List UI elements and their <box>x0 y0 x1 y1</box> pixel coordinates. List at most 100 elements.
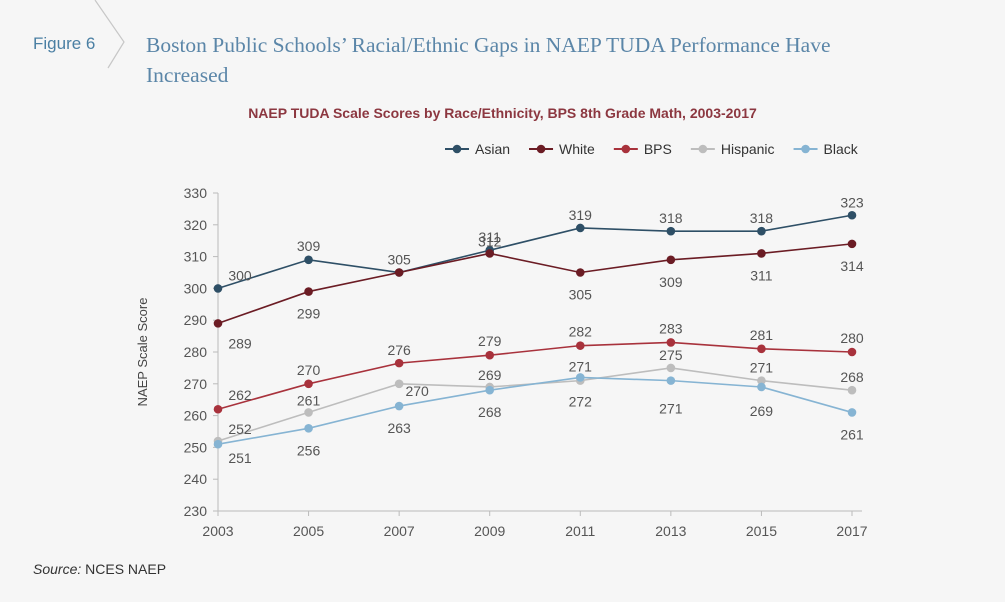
x-tick-label: 2013 <box>655 523 686 539</box>
data-point-black <box>666 376 676 385</box>
x-tick-label: 2003 <box>202 523 233 539</box>
figure-title: Boston Public Schools’ Racial/Ethnic Gap… <box>146 33 831 87</box>
data-label-white: 289 <box>228 335 252 351</box>
data-point-white <box>666 255 676 265</box>
data-point-hispanic <box>757 376 766 385</box>
data-label-black: 269 <box>750 403 774 419</box>
legend-entry-white: White <box>559 141 595 157</box>
data-label-black: 268 <box>478 404 502 420</box>
data-label-hispanic: 268 <box>840 369 864 385</box>
source-text: NCES NAEP <box>81 561 167 577</box>
data-point-bps <box>213 404 223 414</box>
y-tick-label: 260 <box>184 408 208 424</box>
data-point-white <box>575 268 585 277</box>
y-tick-label: 230 <box>184 503 208 519</box>
data-label-asian: 319 <box>569 207 593 223</box>
data-label-black: 256 <box>297 442 321 458</box>
data-label-bps: 283 <box>659 320 683 336</box>
data-label-black: 261 <box>840 426 864 442</box>
data-label-asian: 305 <box>387 252 411 268</box>
data-label-hispanic: 270 <box>405 383 429 399</box>
data-point-white <box>394 268 404 277</box>
data-point-hispanic <box>304 408 313 417</box>
data-label-black: 251 <box>228 450 252 466</box>
data-label-bps: 280 <box>840 330 864 346</box>
data-point-black <box>213 439 223 449</box>
series-line-black <box>217 376 853 446</box>
y-tick-label: 240 <box>184 471 208 487</box>
series-line-white <box>217 243 853 325</box>
data-point-black <box>757 382 766 392</box>
legend-swatch-marker <box>621 144 631 154</box>
data-label-bps: 262 <box>228 387 252 403</box>
legend-swatch-marker <box>698 144 708 154</box>
legend-entry-asian: Asian <box>475 141 510 157</box>
data-point-bps <box>485 350 495 360</box>
y-tick-label: 290 <box>184 312 208 328</box>
data-label-black: 272 <box>569 393 593 409</box>
data-point-bps <box>394 358 404 368</box>
y-tick-label: 270 <box>184 376 208 392</box>
data-point-bps <box>575 341 585 350</box>
y-tick-label: 300 <box>184 280 208 296</box>
data-label-asian: 318 <box>750 210 774 226</box>
data-label-hispanic: 271 <box>750 360 774 376</box>
data-label-bps: 276 <box>387 342 411 358</box>
y-tick-label: 330 <box>184 185 208 201</box>
data-point-asian <box>213 284 223 293</box>
data-label-asian: 309 <box>297 238 321 254</box>
source-note: Source: NCES NAEP <box>33 561 166 577</box>
data-label-white: 311 <box>750 267 773 283</box>
series-line-bps <box>217 341 853 411</box>
data-point-asian <box>847 210 857 220</box>
legend-entry-black: Black <box>824 141 859 157</box>
y-tick-label: 320 <box>184 217 208 233</box>
x-tick-label: 2009 <box>474 523 505 539</box>
legend-swatch-marker <box>801 144 810 154</box>
data-point-bps <box>757 344 766 354</box>
data-label-hispanic: 252 <box>228 421 252 437</box>
data-label-white: 312 <box>478 233 502 249</box>
data-point-black <box>847 408 857 417</box>
data-point-bps <box>304 379 313 389</box>
data-label-hispanic: 269 <box>478 367 502 383</box>
data-point-white <box>485 249 495 258</box>
data-label-bps: 270 <box>297 362 321 378</box>
data-label-bps: 282 <box>569 324 593 340</box>
legend-swatch-marker <box>452 144 462 154</box>
y-tick-label: 250 <box>184 439 208 455</box>
y-axis-label: NAEP Scale Score <box>135 298 150 407</box>
series-line-asian <box>217 214 853 290</box>
legend-swatch-marker <box>536 144 546 154</box>
data-point-hispanic <box>847 385 857 395</box>
data-label-white: 299 <box>297 306 321 322</box>
x-tick-label: 2017 <box>836 523 867 539</box>
data-point-bps <box>666 338 676 347</box>
data-point-black <box>394 401 404 411</box>
x-tick-label: 2005 <box>293 523 324 539</box>
data-label-black: 263 <box>387 420 411 436</box>
data-label-white: 309 <box>659 274 683 290</box>
source-prefix: Source: <box>33 561 82 577</box>
data-point-asian <box>666 226 676 236</box>
data-label-asian: 311 <box>479 229 502 245</box>
data-label-asian: 300 <box>228 267 252 283</box>
data-point-hispanic <box>666 363 676 373</box>
data-label-hispanic: 271 <box>569 359 593 375</box>
data-point-black <box>304 424 313 433</box>
data-point-asian <box>304 255 313 265</box>
data-point-bps <box>847 347 857 357</box>
data-point-hispanic <box>394 379 404 389</box>
data-label-asian: 323 <box>840 194 864 210</box>
data-label-bps: 279 <box>478 333 502 349</box>
data-label-asian: 318 <box>659 210 683 226</box>
figure-label: Figure 6 <box>33 34 96 53</box>
y-tick-label: 280 <box>184 344 208 360</box>
data-point-black <box>485 385 495 395</box>
data-label-white: 305 <box>569 287 593 303</box>
data-point-white <box>213 319 223 328</box>
legend-entry-bps: BPS <box>644 141 672 157</box>
x-tick-label: 2011 <box>565 523 595 539</box>
